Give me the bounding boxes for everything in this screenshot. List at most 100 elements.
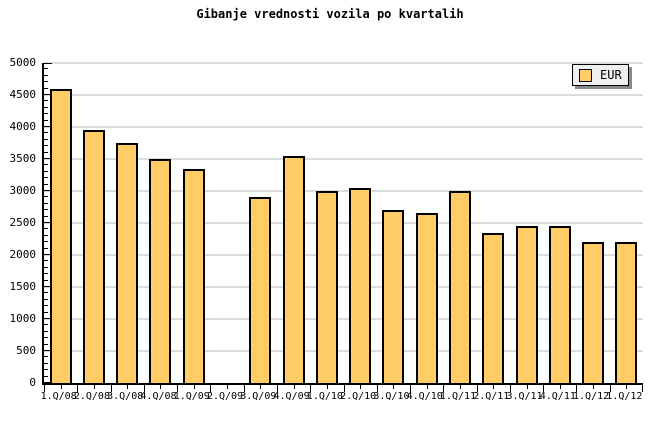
y-tick-minor xyxy=(44,375,48,377)
x-tick-major xyxy=(543,385,545,392)
plot-area xyxy=(42,62,643,392)
y-tick-minor xyxy=(44,279,48,281)
y-tick-minor xyxy=(44,209,48,211)
y-tick-minor xyxy=(44,324,48,326)
y-tick-major xyxy=(44,126,52,127)
y-tick-minor xyxy=(44,68,48,70)
x-axis-label: 1.Q/09 xyxy=(173,391,210,402)
x-tick-major xyxy=(443,385,445,392)
x-tick-minor xyxy=(459,385,461,389)
y-tick-minor xyxy=(44,305,48,307)
x-tick-major xyxy=(642,385,643,392)
y-tick-minor xyxy=(44,362,48,364)
bar xyxy=(615,242,638,383)
x-tick-minor xyxy=(260,385,262,389)
gridline xyxy=(44,350,643,352)
y-tick-minor xyxy=(44,113,48,115)
x-tick-minor xyxy=(360,385,362,389)
y-tick-minor xyxy=(44,337,48,339)
bar xyxy=(116,143,139,383)
x-tick-major xyxy=(143,385,145,392)
gridline xyxy=(44,222,643,224)
y-tick-minor xyxy=(44,164,48,166)
bar xyxy=(249,197,272,383)
y-tick-minor xyxy=(44,151,48,153)
x-axis-label: 1.Q/11 xyxy=(439,391,477,402)
y-tick-minor xyxy=(44,298,48,300)
y-axis-label: 3000 xyxy=(9,184,37,197)
y-tick-minor xyxy=(44,196,48,198)
x-tick-minor xyxy=(393,385,395,389)
y-tick-minor xyxy=(44,145,48,147)
gridline xyxy=(44,318,643,320)
x-axis-label: 1.Q/12 xyxy=(606,391,643,402)
x-axis-label: 3.Q/08 xyxy=(107,391,144,402)
x-tick-minor xyxy=(160,385,162,389)
y-tick-minor xyxy=(44,247,48,249)
x-tick-major xyxy=(276,385,278,392)
x-tick-minor xyxy=(293,385,295,389)
legend-swatch-icon xyxy=(579,68,592,82)
legend-label: EUR xyxy=(600,67,622,82)
x-axis-label: 3.Q/11 xyxy=(506,391,543,402)
x-tick-minor xyxy=(559,385,561,389)
x-tick-major xyxy=(310,385,312,392)
y-axis-label: 4000 xyxy=(9,120,37,133)
y-tick-minor xyxy=(44,266,48,268)
gridline xyxy=(44,126,643,128)
y-axis-label: 2500 xyxy=(9,216,37,229)
y-axis-label: 4500 xyxy=(9,88,37,101)
y-tick-major xyxy=(44,382,52,383)
y-axis-label: 0 xyxy=(29,376,36,389)
x-tick-minor xyxy=(60,385,62,389)
y-tick-minor xyxy=(44,343,48,345)
y-tick-minor xyxy=(44,170,48,172)
x-axis-label: 1.Q/10 xyxy=(306,391,343,402)
y-tick-minor xyxy=(44,356,48,358)
x-tick-minor xyxy=(93,385,95,389)
x-tick-minor xyxy=(526,385,528,389)
x-tick-major xyxy=(609,385,611,392)
y-tick-major xyxy=(44,350,52,351)
x-tick-major xyxy=(177,385,179,392)
x-tick-minor xyxy=(593,385,595,389)
bar xyxy=(515,226,538,383)
x-axis-label: 2.Q/08 xyxy=(73,391,110,402)
bar xyxy=(548,226,571,383)
y-tick-minor xyxy=(44,74,48,76)
x-axis-label: 2.Q/10 xyxy=(340,391,377,402)
x-tick-minor xyxy=(426,385,428,389)
x-tick-major xyxy=(343,385,345,392)
x-tick-major xyxy=(376,385,378,392)
y-tick-major xyxy=(44,222,52,223)
x-tick-minor xyxy=(493,385,495,389)
x-tick-minor xyxy=(127,385,129,389)
x-tick-minor xyxy=(326,385,328,389)
x-tick-major xyxy=(476,385,478,392)
y-tick-minor xyxy=(44,234,48,236)
x-axis-label: 4.Q/11 xyxy=(539,391,576,402)
x-axis-label: 4.Q/09 xyxy=(273,391,310,402)
y-tick-minor xyxy=(44,260,48,262)
gridline xyxy=(44,158,643,160)
bar xyxy=(382,210,405,383)
x-tick-major xyxy=(410,385,412,392)
y-axis-label: 1500 xyxy=(9,280,37,293)
x-tick-major xyxy=(210,385,212,392)
bar xyxy=(349,187,372,383)
y-tick-minor xyxy=(44,202,48,204)
x-axis-label: 1.Q/12 xyxy=(573,391,610,402)
y-tick-minor xyxy=(44,292,48,294)
y-tick-minor xyxy=(44,183,48,185)
x-axis-label: 3.Q/10 xyxy=(373,391,410,402)
y-tick-minor xyxy=(44,311,48,313)
y-tick-major xyxy=(44,286,52,287)
bar xyxy=(482,232,505,383)
y-axis-label: 3500 xyxy=(9,152,37,165)
gridline xyxy=(44,62,643,64)
x-tick-major xyxy=(44,385,45,392)
y-tick-minor xyxy=(44,119,48,121)
y-tick-minor xyxy=(44,228,48,230)
y-tick-minor xyxy=(44,81,48,83)
